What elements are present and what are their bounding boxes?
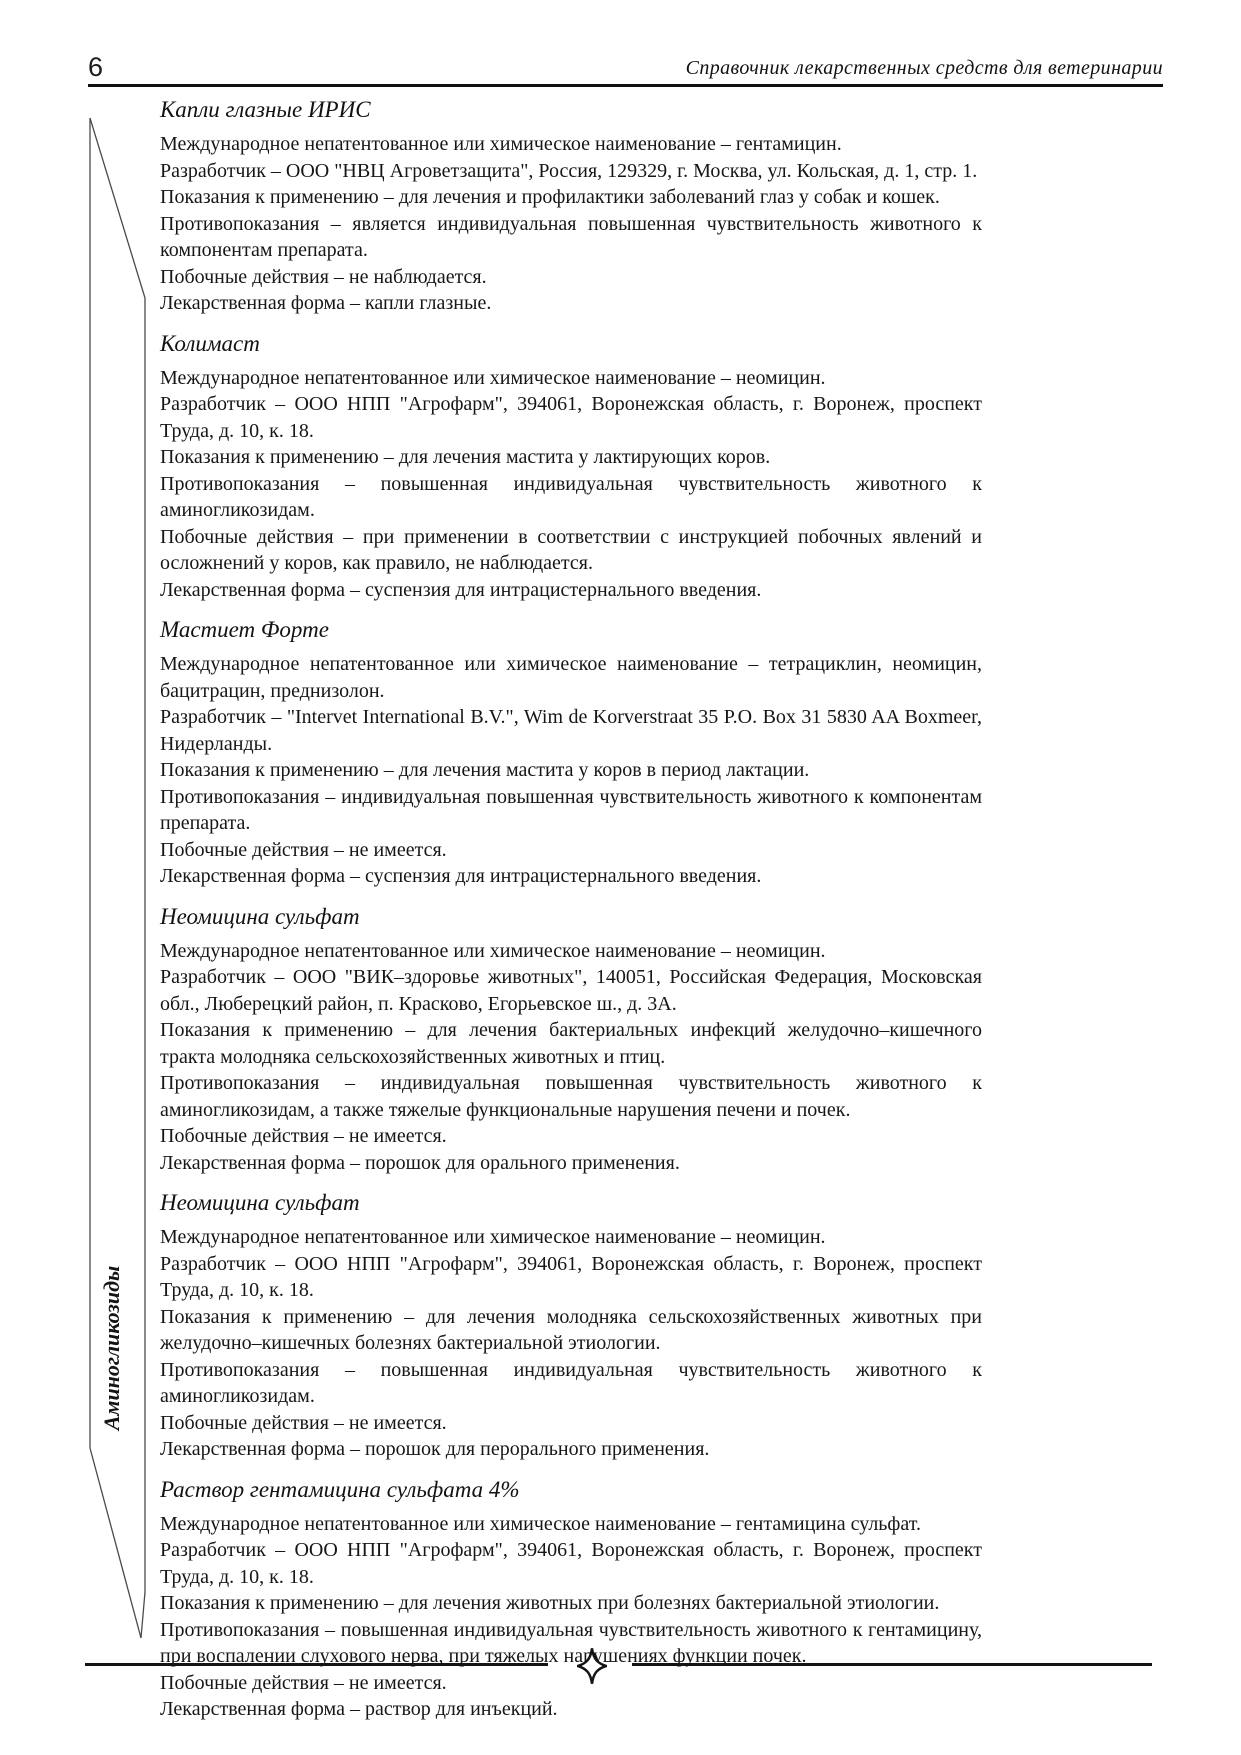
entry-title: Неомицина сульфат — [160, 903, 360, 929]
entry-line: Разработчик – ООО НПП "Агрофарм", 394061… — [160, 1539, 982, 1588]
entry-line: Международное непатентованное или химиче… — [160, 366, 826, 389]
drug-entry: Неомицина сульфат Международное непатент… — [160, 903, 982, 1177]
entry-line: Разработчик – ООО НПП "Агрофарм", 394061… — [160, 393, 982, 442]
entry-line: Противопоказания – повышенная индивидуал… — [160, 472, 982, 522]
four-pointed-star-icon — [577, 1648, 607, 1684]
entry-line: Международное непатентованное или химиче… — [160, 133, 842, 155]
entry-title: Капли глазные ИРИС — [160, 97, 371, 122]
entry-line: Показания к применению – для лечения мас… — [160, 446, 771, 468]
entry-line: Показания к применению – для лечения бак… — [160, 1019, 982, 1068]
footer-rule-left — [85, 1663, 548, 1666]
entry-line: Лекарственная форма – суспензия для интр… — [160, 865, 762, 887]
entry-line: Международное непатентованное или химиче… — [160, 1512, 921, 1535]
entry-line: Международное непатентованное или химиче… — [160, 939, 826, 962]
chapter-sidebar-label: Аминогликозиды — [99, 1265, 124, 1431]
entry-line: Противопоказания – является индивидуальн… — [160, 212, 982, 262]
entry-line: Побочные действия – не имеется. — [160, 1411, 447, 1434]
entry-line: Показания к применению – для лечения мол… — [160, 1305, 982, 1355]
entry-line: Лекарственная форма – порошок для оральн… — [160, 1151, 680, 1174]
drug-entry: Неомицина сульфат Международное непатент… — [160, 1189, 982, 1463]
footer-rule-right — [632, 1663, 1152, 1666]
entry-line: Противопоказания – повышенная индивидуал… — [160, 1358, 982, 1408]
entry-line: Разработчик – ООО НПП "Агрофарм", 394061… — [160, 1252, 982, 1302]
entry-line: Показания к применению – для лечения мас… — [160, 759, 810, 781]
header-rule — [88, 84, 1163, 87]
entry-line: Побочные действия – не имеется. — [160, 1125, 447, 1147]
entry-line: Побочные действия – при применении в соо… — [160, 525, 982, 575]
entry-title: Раствор гентамицина сульфата 4% — [160, 1476, 520, 1502]
entry-line: Лекарственная форма – порошок для перора… — [160, 1438, 710, 1460]
entry-line: Противопоказания – индивидуальная повыше… — [160, 785, 982, 835]
drug-entry: Мастиет Форте Международное непатентован… — [160, 616, 982, 890]
entry-title: Колимаст — [160, 330, 260, 356]
drug-entry: Раствор гентамицина сульфата 4% Междунар… — [160, 1476, 982, 1723]
entry-title: Неомицина сульфат — [160, 1190, 360, 1215]
entry-line: Международное непатентованное или химиче… — [160, 653, 982, 702]
drug-entries-list: Капли глазные ИРИС Международное непатен… — [160, 96, 982, 1723]
entry-line: Показания к применению – для лечения жив… — [160, 1592, 940, 1614]
entry-line: Международное непатентованное или химиче… — [160, 1226, 826, 1248]
entry-line: Побочные действия – не наблюдается. — [160, 265, 487, 288]
entry-line: Лекарственная форма – суспензия для интр… — [160, 578, 762, 601]
entry-line: Разработчик – ООО "ВИК–здоровье животных… — [160, 966, 982, 1015]
entry-line: Лекарственная форма – капли глазные. — [160, 292, 492, 314]
entry-line: Побочные действия – не имеется. — [160, 1671, 447, 1694]
entry-title: Мастиет Форте — [160, 617, 329, 642]
entry-line: Лекарственная форма – раствор для инъекц… — [160, 1698, 558, 1720]
entry-line: Разработчик – ООО "НВЦ Агроветзащита", Р… — [160, 159, 978, 182]
drug-entry: Колимаст Международное непатентованное и… — [160, 330, 982, 604]
entry-line: Противопоказания – повышенная индивидуал… — [160, 1618, 982, 1668]
entry-line: Показания к применению – для лечения и п… — [160, 186, 940, 208]
entry-line: Разработчик – "Intervet International B.… — [160, 706, 982, 755]
running-title: Справочник лекарственных средств для вет… — [685, 57, 1163, 79]
drug-entry: Капли глазные ИРИС Международное непатен… — [160, 96, 982, 317]
entry-line: Побочные действия – не имеется. — [160, 838, 447, 861]
page-number: 6 — [88, 52, 104, 82]
entry-line: Противопоказания – индивидуальная повыше… — [160, 1072, 982, 1121]
